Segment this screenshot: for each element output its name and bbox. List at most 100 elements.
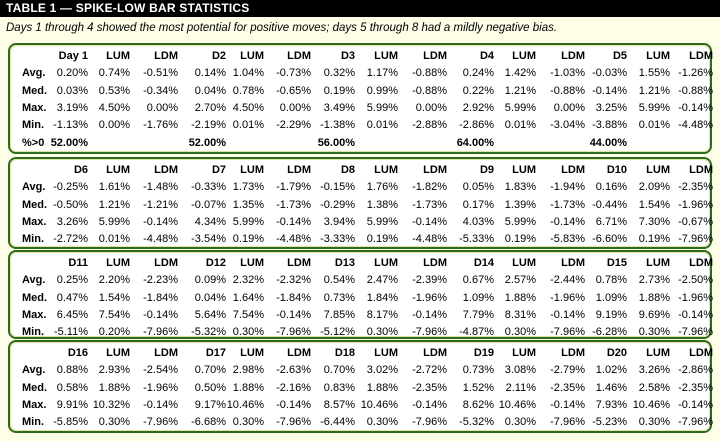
table-cell: -2.29%: [276, 119, 311, 132]
table-cell: 0.99%: [366, 84, 398, 97]
table-cell: 1.54%: [638, 198, 670, 211]
table-cell: 0.00%: [146, 101, 178, 114]
table-cell: 0.20%: [98, 326, 130, 339]
table-cell: -4.48%: [412, 233, 447, 246]
table-cell: 1.38%: [366, 198, 398, 211]
table-cell: 3.19%: [56, 101, 88, 114]
table-cell: 5.99%: [504, 101, 536, 114]
column-header: LDM: [561, 164, 585, 176]
table-cell: 0.30%: [98, 416, 130, 429]
table-cell: 0.19%: [232, 233, 264, 246]
table-row: Med. 0.03% 0.53% -0.34% 0.04% 0.78% -0.65% 0.19…: [18, 83, 713, 100]
table-cell: -7.96%: [143, 416, 178, 429]
table-cell: -5.32%: [459, 416, 494, 429]
table-cell: 0.54%: [323, 274, 355, 287]
table-cell: 1.21%: [98, 198, 130, 211]
header-row: D6 LUM LDM D7 LUM LDM D8 LUM LDM D9 LUM LDM D10 LUM LD…: [18, 162, 713, 179]
table-cell: -6.60%: [592, 233, 627, 246]
table-cell: -0.65%: [276, 84, 311, 97]
table-cell: 1.88%: [366, 381, 398, 394]
column-header: LUM: [512, 50, 536, 62]
table-cell: -2.32%: [276, 274, 311, 287]
table-cell: -3.33%: [320, 233, 355, 246]
column-header: LDM: [287, 50, 311, 62]
table-cell: 0.24%: [462, 67, 494, 80]
table-cell: 5.99%: [98, 215, 130, 228]
table-cell: -0.88%: [678, 84, 713, 97]
column-header: LDM: [423, 257, 447, 269]
table-cell: 0.01%: [98, 233, 130, 246]
table-cell: 2.09%: [638, 181, 670, 194]
column-header: LUM: [512, 347, 536, 359]
table-cell: -0.33%: [191, 181, 226, 194]
table-cell: 1.46%: [595, 381, 627, 394]
table-cell: 0.30%: [504, 326, 536, 339]
table-cell: -7.96%: [678, 326, 713, 339]
table-cell: 0.19%: [504, 233, 536, 246]
table-cell: 0.30%: [232, 326, 264, 339]
table-cell: 1.04%: [232, 67, 264, 80]
table-cell: 0.78%: [595, 274, 627, 287]
column-header: LDM: [689, 257, 713, 269]
table-cell: 0.01%: [638, 119, 670, 132]
table-cell: 0.04%: [194, 84, 226, 97]
percent-positive-row: %>0 52.00% 52.00% 56.00% 64.00% 44.00%: [18, 135, 702, 152]
column-header: LUM: [646, 50, 670, 62]
column-header: D10: [606, 164, 627, 176]
row-label: Max.: [22, 308, 47, 321]
table-cell: -7.96%: [550, 416, 585, 429]
table-cell: 0.50%: [194, 381, 226, 394]
table-title: TABLE 1 — SPIKE-LOW BAR STATISTICS: [0, 0, 720, 17]
table-cell: 1.52%: [462, 381, 494, 394]
percent-positive-value: 52.00%: [50, 136, 88, 149]
table-cell: -1.96%: [412, 291, 447, 304]
stats-block-4: D16 LUM LDM D17 LUM LDM D18 LUM LDM D19 LUM LDM D20 L…: [8, 340, 713, 433]
table-cell: 2.92%: [462, 101, 494, 114]
table-cell: -0.88%: [550, 84, 585, 97]
table-cell: -2.35%: [678, 381, 713, 394]
table-cell: 2.70%: [194, 101, 226, 114]
table-cell: 2.98%: [232, 364, 264, 377]
table-cell: 0.01%: [504, 119, 536, 132]
table-cell: -1.84%: [143, 291, 178, 304]
table-cell: -7.96%: [678, 416, 713, 429]
table-cell: 0.30%: [232, 416, 264, 429]
table-cell: 1.21%: [504, 84, 536, 97]
row-label: Avg.: [22, 67, 46, 80]
table-cell: 0.17%: [462, 198, 494, 211]
table-cell: 4.03%: [462, 215, 494, 228]
table-cell: 0.00%: [279, 101, 311, 114]
column-header: LDM: [689, 164, 713, 176]
column-header: LUM: [240, 257, 264, 269]
table-cell: -2.16%: [276, 381, 311, 394]
table-cell: -5.11%: [53, 326, 88, 339]
table-cell: -0.88%: [412, 67, 447, 80]
table-cell: 1.84%: [366, 291, 398, 304]
table-cell: 7.93%: [595, 398, 627, 411]
table-cell: -0.14%: [412, 308, 447, 321]
table-cell: 1.42%: [504, 67, 536, 80]
table-cell: 1.76%: [366, 181, 398, 194]
table-cell: 3.02%: [366, 364, 398, 377]
table-cell: 0.20%: [56, 67, 88, 80]
table-cell: -0.25%: [53, 181, 88, 194]
column-header: D19: [473, 347, 494, 359]
table-cell: -3.04%: [550, 119, 585, 132]
table-cell: 1.64%: [232, 291, 264, 304]
table-cell: -5.33%: [459, 233, 494, 246]
table-cell: -0.14%: [678, 308, 713, 321]
table-cell: -0.88%: [412, 84, 447, 97]
table-cell: -1.03%: [550, 67, 585, 80]
table-cell: 10.32%: [92, 398, 130, 411]
table-cell: 3.49%: [323, 101, 355, 114]
header-row: D11 LUM LDM D12 LUM LDM D13 LUM LDM D14 LUM LDM D15 L…: [18, 255, 713, 272]
table-cell: -5.23%: [592, 416, 627, 429]
table-cell: -1.13%: [53, 119, 88, 132]
table-cell: -2.35%: [412, 381, 447, 394]
table-cell: -0.14%: [550, 215, 585, 228]
table-row: Med. -0.50% 1.21% -1.21% -0.07% 1.35% -1.73% -0…: [18, 197, 713, 214]
table-cell: -1.96%: [143, 381, 178, 394]
table-cell: 7.79%: [462, 308, 494, 321]
table-cell: 8.17%: [366, 308, 398, 321]
column-header: LUM: [240, 50, 264, 62]
